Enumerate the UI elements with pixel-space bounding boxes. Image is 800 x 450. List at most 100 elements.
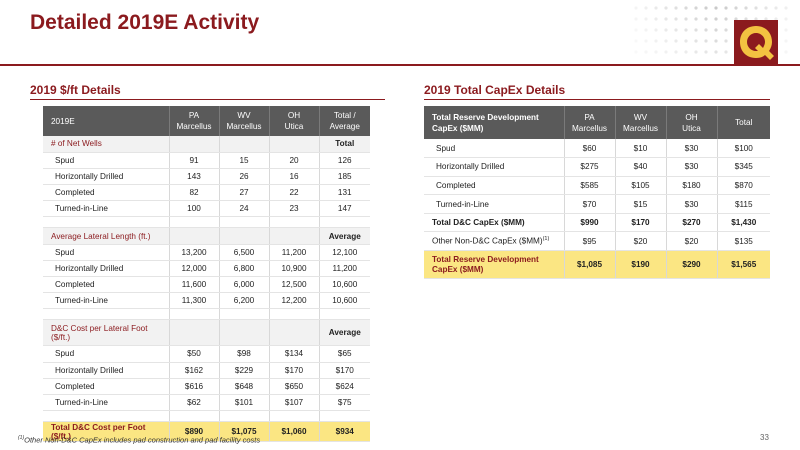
row-label: Total D&C Cost per Foot ($/ft.): [43, 421, 169, 443]
cell-value: $98: [218, 345, 269, 363]
cell-value: 143: [168, 168, 219, 186]
decorative-dot: [744, 6, 748, 10]
table-row: Spud $50 $98 $134 $65: [43, 345, 370, 363]
other-capex-row: Other Non-D&C CapEx ($MM)(1) $95 $20 $20 $13…: [424, 231, 770, 252]
row-label: Horizontally Drilled: [43, 260, 169, 278]
cell-value: WV Marcellus: [614, 106, 666, 139]
cell-value: $10: [614, 139, 666, 159]
table-row: Spud $60 $10 $30 $100: [424, 139, 770, 159]
decorative-dot: [654, 28, 658, 32]
cell-value: $75: [318, 394, 370, 412]
cell-value: [218, 410, 269, 423]
decorative-dot: [634, 6, 638, 10]
cell-value: $616: [168, 378, 219, 395]
row-label: Completed: [43, 276, 169, 294]
cell-value: $190: [614, 250, 666, 280]
cell-value: $100: [716, 139, 770, 159]
cell-value: 91: [168, 152, 219, 169]
decorative-dot: [704, 39, 708, 43]
q-logo-icon: [734, 20, 778, 64]
cell-value: $95: [563, 231, 615, 252]
decorative-dot: [714, 39, 718, 43]
cell-value: [168, 216, 219, 229]
table-row: Completed 82 27 22 131: [43, 184, 370, 202]
decorative-dot: [704, 50, 708, 54]
decorative-dot: [664, 50, 668, 54]
cell-value: [318, 308, 370, 321]
cell-value: [268, 410, 319, 423]
cell-value: $275: [563, 157, 615, 177]
decorative-dot: [734, 6, 738, 10]
cell-value: $170: [614, 213, 666, 233]
row-label: Total Reserve Development CapEx ($MM): [424, 250, 564, 280]
decorative-dot: [704, 17, 708, 21]
decorative-dot: [784, 17, 788, 21]
row-label: Horizontally Drilled: [43, 168, 169, 186]
cell-value: Total: [318, 136, 370, 153]
cell-value: [218, 216, 269, 229]
spacer-row: [43, 308, 370, 321]
decorative-dot: [784, 28, 788, 32]
decorative-dot: [644, 17, 648, 21]
cell-value: $170: [268, 362, 319, 379]
cell-value: 16: [268, 168, 319, 186]
cell-value: [268, 308, 319, 321]
cell-value: OH Utica: [665, 106, 717, 139]
cell-value: $1,430: [716, 213, 770, 233]
cell-value: PA Marcellus: [168, 106, 219, 136]
decorative-dot: [654, 6, 658, 10]
row-label: Completed: [43, 378, 169, 395]
cell-value: $30: [665, 194, 717, 214]
cell-value: $162: [168, 362, 219, 379]
right-section-divider: [424, 99, 770, 100]
cell-value: [168, 319, 219, 347]
title-divider: [0, 64, 800, 66]
table-header-row: Total Reserve Development CapEx ($MM) PA Ma…: [424, 106, 770, 139]
cell-value: $115: [716, 194, 770, 214]
cell-value: $585: [563, 176, 615, 196]
cell-value: $65: [318, 345, 370, 363]
cell-value: [318, 410, 370, 423]
cell-value: 12,200: [268, 292, 319, 310]
cell-value: $15: [614, 194, 666, 214]
cell-value: 6,800: [218, 260, 269, 278]
decorative-dot: [784, 50, 788, 54]
decorative-dot: [694, 28, 698, 32]
footnote-text: Other Non-D&C CapEx includes pad constru…: [24, 435, 261, 445]
cell-value: 26: [218, 168, 269, 186]
decorative-dot: [704, 6, 708, 10]
cell-value: $934: [318, 421, 370, 443]
decorative-dot: [664, 6, 668, 10]
row-label: Turned-in-Line: [424, 194, 564, 214]
row-label: D&C Cost per Lateral Foot ($/ft.): [43, 319, 169, 347]
footnote: (1)Other Non-D&C CapEx includes pad cons…: [18, 435, 260, 445]
cell-value: $30: [665, 139, 717, 159]
decorative-dot: [674, 50, 678, 54]
decorative-dot: [684, 17, 688, 21]
cell-value: 12,500: [268, 276, 319, 294]
dc-total-row: Total D&C CapEx ($MM) $990 $170 $270 $1,430: [424, 213, 770, 233]
decorative-dot: [724, 50, 728, 54]
decorative-dot: [754, 6, 758, 10]
cell-value: 185: [318, 168, 370, 186]
cell-value: [218, 227, 269, 245]
cell-value: 15: [218, 152, 269, 169]
table-row: Horizontally Drilled $275 $40 $30 $345: [424, 157, 770, 177]
cell-value: $229: [218, 362, 269, 379]
decorative-dot: [674, 17, 678, 21]
row-label: 2019E: [43, 106, 169, 136]
decorative-dot: [704, 28, 708, 32]
decorative-dot: [674, 6, 678, 10]
cell-value: $70: [563, 194, 615, 214]
cell-value: $134: [268, 345, 319, 363]
decorative-dot: [684, 39, 688, 43]
cell-value: $650: [268, 378, 319, 395]
decorative-dot: [634, 28, 638, 32]
cell-value: 10,900: [268, 260, 319, 278]
cell-value: Total: [716, 106, 770, 139]
cell-value: 27: [218, 184, 269, 202]
cell-value: $107: [268, 394, 319, 412]
cell-value: 12,000: [168, 260, 219, 278]
cell-value: $62: [168, 394, 219, 412]
row-label: Horizontally Drilled: [43, 362, 169, 379]
